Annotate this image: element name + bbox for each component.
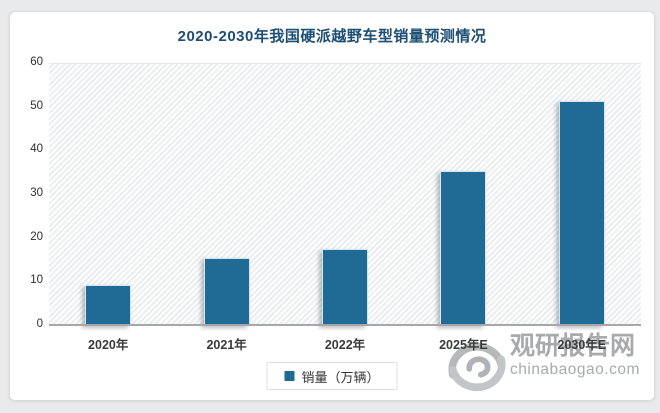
x-tick-2030年E: 2030年E (557, 338, 607, 352)
x-axis-line (49, 324, 641, 326)
x-axis-tick-labels: 2020年 2021年 2022年 2025年E 2030年E (49, 334, 641, 352)
x-tick-2021年: 2021年 (206, 338, 247, 352)
chart-card: 2020-2030年我国硬派越野车型销量预测情况 60 50 40 30 20 10 0 2… (9, 11, 655, 401)
bar-2030年E (559, 101, 605, 326)
x-tick-2025年E: 2025年E (439, 338, 488, 352)
legend-label: 销量（万辆） (301, 369, 380, 385)
y-tick-60: 60 (30, 56, 43, 68)
bar-2020年 (85, 285, 131, 326)
legend: 销量（万辆） (266, 362, 398, 390)
bar-2021年 (204, 258, 250, 326)
y-tick-20: 20 (30, 230, 43, 243)
x-tick-2022年: 2022年 (324, 338, 366, 352)
plot-area (49, 63, 641, 326)
legend-swatch (284, 371, 295, 381)
y-tick-40: 40 (30, 143, 43, 156)
chart-title: 2020-2030年我国硬派越野车型销量预测情况 (177, 28, 487, 45)
y-tick-10: 10 (30, 274, 43, 287)
y-tick-0: 0 (36, 318, 43, 330)
y-axis-tick-labels: 60 50 40 30 20 10 0 (10, 12, 43, 400)
y-tick-50: 50 (30, 99, 43, 112)
x-tick-2020年: 2020年 (88, 338, 129, 352)
bar-2025年E (440, 171, 486, 326)
bar-2022年 (322, 249, 368, 326)
y-tick-30: 30 (30, 187, 43, 199)
